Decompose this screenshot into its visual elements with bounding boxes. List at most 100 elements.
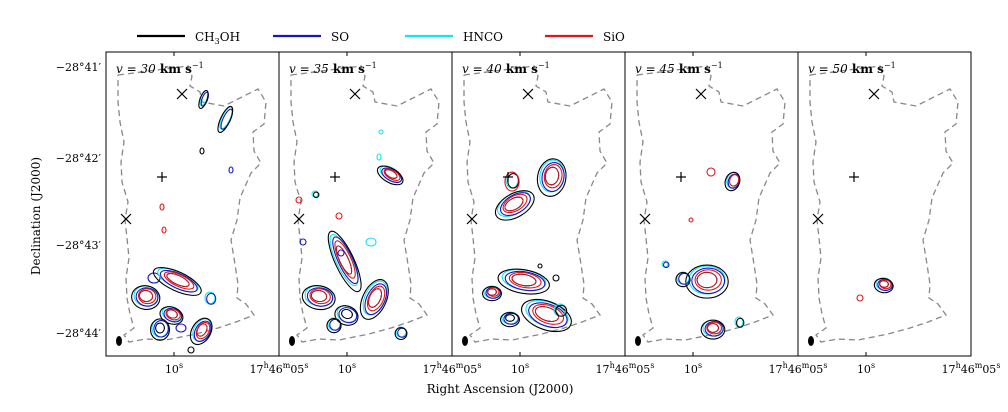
panel-0: v = 30 km s−1 10s 17h46m05s xyxy=(105,51,308,376)
contour-i-3-3 xyxy=(706,167,716,177)
contour-c-3-0 xyxy=(685,264,729,299)
legend: CH3OH SO HNCO SiO xyxy=(137,30,625,46)
legend-label-1: SO xyxy=(331,30,349,44)
x-b xyxy=(695,88,707,100)
x-b xyxy=(293,213,305,225)
clump-3-2 xyxy=(724,171,741,192)
contour-s-1-1 xyxy=(332,236,359,285)
clump-1-0 xyxy=(376,165,404,186)
clump-1-9 xyxy=(311,190,320,199)
panel-4: v = 50 km s−1 10s 17h46m05s xyxy=(797,51,1001,376)
contour-i-1-3 xyxy=(366,285,386,312)
contour-c-2-6 xyxy=(500,311,520,328)
clump-3-0 xyxy=(685,264,729,299)
x-axis-label: Right Ascension (J2000) xyxy=(427,382,574,396)
contour-c-1-5 xyxy=(394,327,408,341)
y-tick-label-2: −28°43′ xyxy=(56,239,102,252)
inner-contour-i-1-0 xyxy=(384,169,398,179)
clump-2-3 xyxy=(497,268,550,295)
clump-1-11 xyxy=(337,249,345,257)
clump-1-12 xyxy=(299,238,307,246)
inner-contour-i-2-5 xyxy=(534,306,560,322)
clump-0-12 xyxy=(199,147,205,155)
contour-s-2-6 xyxy=(503,312,520,325)
x-tick-mid-4: 10s xyxy=(857,361,875,376)
clump-1-2 xyxy=(301,285,336,311)
x-b xyxy=(176,88,188,100)
contour-c-3-2 xyxy=(724,171,741,192)
clump-1-3 xyxy=(359,279,389,320)
inner-contour-i-1-3 xyxy=(368,288,382,308)
clump-0-4 xyxy=(152,266,202,296)
inner-contour-c-2-6 xyxy=(505,314,515,322)
clump-3-7 xyxy=(688,217,694,223)
clump-2-4 xyxy=(482,285,502,302)
x-b xyxy=(120,213,132,225)
legend-label-3: SiO xyxy=(603,30,625,44)
contour-c-2-0 xyxy=(536,158,567,197)
clump-1-7 xyxy=(365,237,377,247)
contour-i-2-1 xyxy=(504,171,520,192)
panel-frame-3 xyxy=(624,51,799,357)
contour-c-1-3 xyxy=(359,279,389,320)
beam-ellipse-2 xyxy=(462,336,468,346)
contour-c-0-9 xyxy=(150,318,170,341)
plus-marker-3-0 xyxy=(676,172,686,182)
x-marker-4-1 xyxy=(812,213,824,225)
contour-s-3-0 xyxy=(691,267,726,295)
clump-3-5 xyxy=(734,316,745,328)
inner-contour-i-2-3 xyxy=(511,273,537,287)
contour-i-3-2 xyxy=(729,174,740,187)
contour-c-2-7 xyxy=(555,304,568,317)
clump-1-8 xyxy=(295,196,303,204)
contour-s-1-3 xyxy=(364,283,388,316)
contour-c-0-11 xyxy=(187,346,195,354)
panels: v = 30 km s−1 10s 17h46m05s v = 35 km s−1 10… xyxy=(105,51,1001,376)
contour-c-2-2 xyxy=(494,190,535,221)
clump-0-6 xyxy=(159,306,184,325)
x-marker-0-1 xyxy=(120,213,132,225)
clump-1-14 xyxy=(376,153,382,161)
clump-0-11 xyxy=(187,346,195,354)
contour-c-4-0 xyxy=(873,277,894,294)
contour-h-0-1 xyxy=(219,106,233,130)
x-tick-mid-2: 10s xyxy=(511,361,529,376)
x-tick-right-4: 17h46m05s xyxy=(942,361,1001,376)
clump-2-6 xyxy=(500,311,520,328)
contour-c-0-4 xyxy=(152,266,202,296)
contour-c-1-4 xyxy=(334,305,359,326)
clump-2-7 xyxy=(553,303,568,317)
beam-ellipse-4 xyxy=(808,336,814,346)
plus-marker-0-0 xyxy=(157,172,167,182)
contour-c-3-4 xyxy=(700,319,726,340)
contour-s-3-6 xyxy=(662,261,670,269)
y-axis-label: Declination (J2000) xyxy=(29,157,43,275)
clump-2-9 xyxy=(552,274,560,282)
contour-c-0-6 xyxy=(159,306,184,325)
contour-c-3-5 xyxy=(736,317,745,328)
contour-c-0-0 xyxy=(198,90,209,110)
x-marker-1-2 xyxy=(349,88,361,100)
clump-3-3 xyxy=(706,167,716,177)
contour-i-3-7 xyxy=(688,217,694,223)
contour-s-2-5 xyxy=(528,302,568,329)
inner-contour-c-1-4 xyxy=(341,309,353,319)
contour-s-0-4 xyxy=(159,269,198,293)
boundary-contour-3 xyxy=(636,65,786,343)
beam-ellipse-1 xyxy=(289,336,295,346)
contour-s-0-7 xyxy=(206,292,217,305)
inner-contour-i-3-0 xyxy=(696,271,718,289)
y-tick-label-0: −28°41′ xyxy=(56,61,102,74)
x-tick-mid-0: 10s xyxy=(165,361,183,376)
y-tick-labels: −28°41′ −28°42′ −28°43′ −28°44′ xyxy=(56,61,102,340)
contour-c-2-4 xyxy=(482,285,502,302)
contour-c-1-0 xyxy=(376,165,404,186)
contour-c-2-8 xyxy=(537,263,543,269)
x-tick-right-2: 17h46m05s xyxy=(596,361,655,376)
contour-i-0-14 xyxy=(159,203,165,211)
contour-c-1-2 xyxy=(301,285,336,311)
x-marker-2-2 xyxy=(522,88,534,100)
inner-contour-i-0-5 xyxy=(138,290,154,302)
clump-1-13 xyxy=(378,129,384,135)
